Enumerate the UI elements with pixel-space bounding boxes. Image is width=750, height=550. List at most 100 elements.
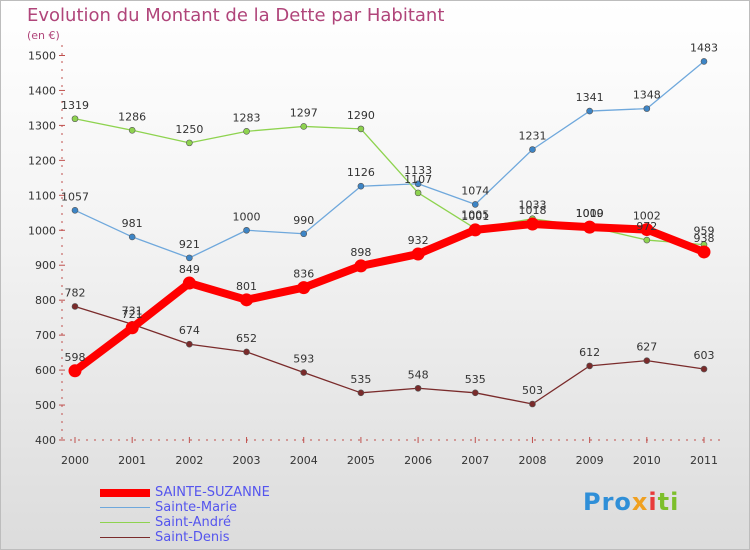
data-label: 932	[408, 234, 429, 247]
data-label: 1341	[576, 91, 604, 104]
data-point	[700, 58, 708, 65]
data-point	[243, 348, 250, 356]
data-label: 598	[65, 351, 86, 364]
data-label: 898	[350, 246, 371, 259]
data-point	[243, 226, 250, 234]
data-point	[71, 303, 79, 310]
legend-label: Sainte-Marie	[155, 500, 237, 515]
y-tick-label: 800	[35, 294, 56, 307]
data-label: 849	[179, 263, 200, 276]
x-tick-label: 2006	[404, 454, 432, 467]
data-label: 721	[122, 308, 143, 321]
data-point	[414, 384, 422, 392]
x-tick-label: 2007	[461, 454, 489, 467]
data-label: 1231	[518, 130, 546, 143]
data-point	[71, 115, 79, 123]
data-label: 1033	[518, 199, 546, 212]
logo-part: i	[648, 488, 658, 516]
data-point	[583, 220, 597, 234]
data-point	[357, 389, 365, 397]
data-point	[643, 357, 651, 364]
data-label: 801	[236, 280, 257, 293]
data-label: 1290	[347, 109, 375, 122]
data-point	[243, 128, 250, 135]
data-label: 535	[465, 373, 486, 386]
data-point	[300, 230, 308, 238]
data-point	[128, 233, 136, 241]
data-point	[354, 259, 368, 273]
chart-title: Evolution du Montant de la Dette par Hab…	[27, 5, 445, 26]
y-tick-label: 900	[35, 259, 56, 272]
legend-label: Saint-Denis	[155, 530, 230, 545]
x-tick-label: 2002	[175, 454, 203, 467]
series-line	[74, 305, 705, 405]
legend-label: SAINTE-SUZANNE	[155, 485, 270, 500]
data-label: 959	[694, 225, 715, 238]
data-point	[186, 340, 193, 348]
legend-swatch	[100, 489, 150, 497]
x-tick-label: 2010	[633, 454, 661, 467]
data-point	[697, 245, 711, 259]
logo-part: x	[631, 488, 649, 516]
data-label: 1348	[633, 89, 661, 102]
x-tick-label: 2003	[233, 454, 261, 467]
x-tick-label: 2008	[518, 454, 546, 467]
data-point	[643, 105, 651, 112]
proxiti-logo: Proxiti	[583, 488, 679, 516]
data-point	[640, 223, 654, 237]
data-label: 938	[694, 232, 715, 245]
data-label: 990	[293, 214, 314, 227]
y-tick-label: 700	[35, 329, 56, 342]
logo-part: ti	[657, 488, 680, 516]
data-point	[414, 189, 422, 197]
data-label: 921	[179, 238, 200, 251]
data-label: 1250	[175, 123, 203, 136]
data-point	[128, 126, 136, 134]
series-line	[74, 60, 705, 259]
data-label: 548	[408, 368, 429, 381]
data-label: 1286	[118, 110, 146, 123]
x-tick-label: 2001	[118, 454, 146, 467]
data-point	[71, 207, 79, 214]
chart-subtitle: (en €)	[27, 29, 60, 42]
data-point	[300, 123, 308, 130]
legend-swatch	[100, 537, 150, 538]
data-point	[297, 281, 311, 295]
data-label: 535	[350, 373, 371, 386]
data-point	[411, 247, 425, 261]
legend-swatch	[100, 507, 150, 508]
line-chart: 400 500 600 700 800 900 1000 1100 1200 1300 1400 15…	[28, 41, 722, 467]
x-tick-label: 2011	[690, 454, 718, 467]
data-point	[468, 223, 482, 237]
series-line	[72, 219, 706, 374]
data-point	[414, 180, 422, 188]
data-point	[529, 400, 536, 408]
data-label: 1483	[690, 41, 718, 54]
data-point	[586, 107, 593, 115]
data-label: 1074	[461, 184, 489, 197]
data-label: 1283	[233, 111, 261, 124]
data-point	[125, 321, 139, 335]
y-tick-label: 1500	[28, 49, 56, 62]
data-label: 1010	[576, 207, 604, 220]
data-point	[471, 389, 479, 397]
legend-swatch	[100, 522, 150, 523]
data-point	[300, 369, 308, 376]
data-label: 972	[636, 220, 657, 233]
data-point	[357, 182, 365, 190]
data-label: 1000	[233, 210, 261, 223]
data-point	[182, 276, 196, 290]
data-label: 1126	[347, 166, 375, 179]
data-label: 1319	[61, 99, 89, 112]
x-tick-label: 2009	[576, 454, 604, 467]
y-tick-label: 1100	[28, 189, 56, 202]
data-label: 782	[65, 286, 86, 299]
data-label: 1001	[461, 210, 489, 223]
data-point	[700, 365, 708, 373]
data-point	[186, 254, 193, 262]
data-label: 836	[293, 268, 314, 281]
data-label: 1297	[290, 106, 318, 119]
data-label: 652	[236, 332, 257, 345]
y-tick-label: 1000	[28, 224, 56, 237]
